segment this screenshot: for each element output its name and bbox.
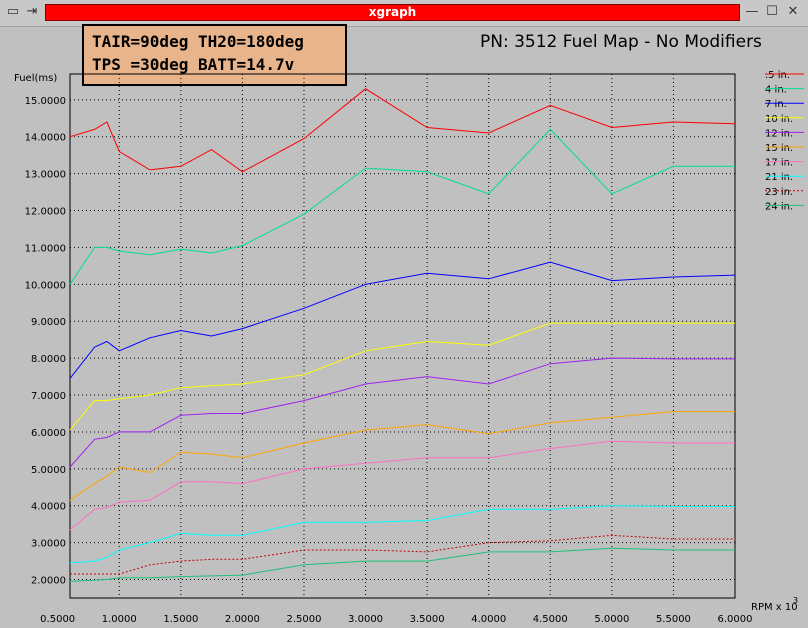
series-line xyxy=(69,411,735,501)
x-tick-label: 1.5000 xyxy=(163,614,198,625)
legend-label: 21 in. xyxy=(765,172,793,183)
x-tick-label: 2.5000 xyxy=(286,614,321,625)
legend-label: 10 in. xyxy=(765,114,793,125)
legend-label: 7 in. xyxy=(765,99,787,110)
x-tick-label: 0.5000 xyxy=(40,614,75,625)
conditions-box: TAIR=90deg TH20=180deg TPS =30deg BATT=1… xyxy=(82,24,347,86)
y-tick-label: 2.0000 xyxy=(31,576,66,587)
y-tick-label: 7.0000 xyxy=(31,391,66,402)
x-axis-label: RPM x 10 xyxy=(751,602,798,613)
x-axis-exponent: 3 xyxy=(793,596,798,605)
window-menu-icon[interactable]: ▭ xyxy=(6,4,20,19)
x-tick-label: 3.0000 xyxy=(348,614,383,625)
x-tick-label: 4.0000 xyxy=(471,614,506,625)
series-line xyxy=(69,128,735,285)
conditions-line-2: TPS =30deg BATT=14.7v xyxy=(92,55,295,74)
series-line xyxy=(69,440,735,531)
y-tick-label: 14.0000 xyxy=(25,133,66,144)
y-tick-label: 6.0000 xyxy=(31,428,66,439)
legend-label: 17 in. xyxy=(765,158,793,169)
pin-icon[interactable]: ⇥ xyxy=(26,4,38,19)
conditions-line-1: TAIR=90deg TH20=180deg xyxy=(92,32,304,51)
y-tick-label: 9.0000 xyxy=(31,317,66,328)
series-line xyxy=(69,322,735,431)
window-title: xgraph xyxy=(368,5,417,19)
y-tick-label: 11.0000 xyxy=(25,243,66,254)
y-tick-label: 12.0000 xyxy=(25,207,66,218)
y-tick-label: 3.0000 xyxy=(31,539,66,550)
x-tick-label: 4.5000 xyxy=(533,614,568,625)
window-titlebar: ▭ ⇥ xgraph — ☐ ✕ xyxy=(0,0,808,27)
x-tick-label: 6.0000 xyxy=(718,614,753,625)
series-line xyxy=(69,505,735,564)
y-tick-label: 13.0000 xyxy=(25,170,66,181)
y-tick-label: 15.0000 xyxy=(25,96,66,107)
x-tick-label: 2.0000 xyxy=(225,614,260,625)
close-button[interactable]: ✕ xyxy=(787,4,799,19)
legend-label: 24 in. xyxy=(765,201,793,212)
minimize-button[interactable]: — xyxy=(745,4,759,19)
legend-label: 4 in. xyxy=(765,85,787,96)
plot-frame xyxy=(69,73,736,599)
series-line xyxy=(69,547,735,582)
legend-label: 15 in. xyxy=(765,143,793,154)
y-tick-label: 5.0000 xyxy=(31,465,66,476)
x-tick-label: 3.5000 xyxy=(410,614,445,625)
x-tick-label: 5.5000 xyxy=(656,614,691,625)
series-line xyxy=(69,88,736,173)
series-line xyxy=(69,357,735,468)
window-title-bar[interactable]: xgraph xyxy=(45,4,740,21)
x-tick-label: 5.0000 xyxy=(594,614,629,625)
chart-title: PN: 3512 Fuel Map - No Modifiers xyxy=(480,32,762,52)
series-line xyxy=(70,534,735,575)
y-tick-label: 8.0000 xyxy=(31,354,66,365)
legend-label: 23 in. xyxy=(765,187,793,198)
series-line xyxy=(69,261,736,379)
x-tick-label: 1.0000 xyxy=(102,614,137,625)
legend-label: 12 in. xyxy=(765,128,793,139)
legend-label: .5 in. xyxy=(765,70,790,81)
maximize-button[interactable]: ☐ xyxy=(766,4,778,19)
y-axis-label: Fuel(ms) xyxy=(14,73,57,84)
y-tick-label: 10.0000 xyxy=(25,280,66,291)
y-tick-label: 4.0000 xyxy=(31,502,66,513)
